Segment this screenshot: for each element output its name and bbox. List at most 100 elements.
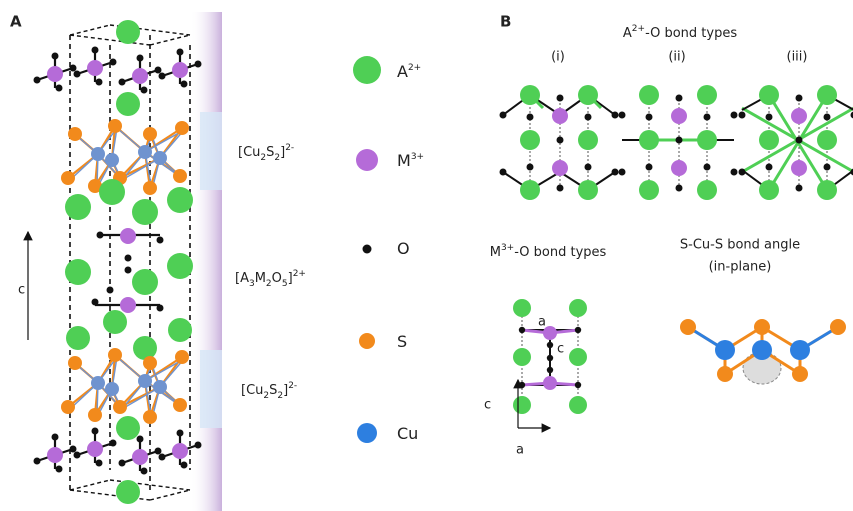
atom: [704, 164, 711, 171]
atom: [52, 53, 59, 60]
site-label: a: [538, 315, 546, 330]
atom: [612, 169, 619, 176]
atom: [87, 441, 103, 457]
text-part: -O bond types: [645, 26, 737, 41]
text-part: S: [266, 145, 274, 160]
atom: [105, 153, 119, 167]
atom: [70, 446, 77, 453]
text-part: S: [269, 383, 277, 398]
atom: [766, 114, 773, 121]
atom: [585, 164, 592, 171]
atom: [739, 112, 746, 119]
atom: [116, 480, 140, 504]
atom: [619, 169, 626, 176]
strip: [190, 12, 222, 511]
legend-label: O: [397, 239, 410, 258]
atom: [56, 466, 63, 473]
atom: [65, 259, 91, 285]
atom: [96, 460, 103, 467]
atom: [116, 20, 140, 44]
layer-label: [Cu2S2]2-: [238, 143, 294, 163]
atom: [500, 169, 507, 176]
atom: [547, 355, 553, 361]
atom: [796, 185, 803, 192]
atom: [717, 366, 733, 382]
panel-label: A: [10, 13, 22, 31]
atom: [796, 137, 803, 144]
atom: [552, 160, 568, 176]
atom: [697, 85, 717, 105]
atom: [143, 356, 157, 370]
atom: [363, 245, 372, 254]
atom: [177, 430, 184, 437]
panel-label: B: [500, 13, 511, 31]
type-label: (iii): [787, 50, 808, 65]
text-part: A: [397, 62, 408, 81]
atom: [141, 468, 148, 475]
atom: [97, 232, 104, 239]
atom: [91, 376, 105, 390]
atom: [578, 85, 598, 105]
atom: [87, 60, 103, 76]
text-part: M: [397, 151, 411, 170]
atom: [175, 350, 189, 364]
atom: [103, 310, 127, 334]
atom: [168, 318, 192, 342]
atom: [547, 342, 553, 348]
text-part: O: [397, 239, 410, 258]
cu-layer-band: [200, 350, 222, 428]
atom: [137, 436, 144, 443]
atom: [153, 380, 167, 394]
bond: [150, 35, 190, 45]
atom: [759, 85, 779, 105]
atom: [639, 85, 659, 105]
atom: [92, 299, 99, 306]
atom: [353, 56, 381, 84]
text-part: O: [272, 271, 282, 286]
atom: [141, 87, 148, 94]
atom: [520, 85, 540, 105]
legend-label: S: [397, 332, 407, 351]
atom: [739, 169, 746, 176]
text-part: M: [490, 245, 501, 260]
atom: [92, 428, 99, 435]
atom: [359, 333, 375, 349]
atom: [167, 187, 193, 213]
atom: [52, 434, 59, 441]
atom: [143, 127, 157, 141]
atom: [181, 462, 188, 469]
atom: [612, 112, 619, 119]
atom: [70, 65, 77, 72]
atom: [697, 130, 717, 150]
legend-label: M3+: [397, 151, 424, 170]
atom: [47, 447, 63, 463]
bond: [70, 480, 110, 490]
atom: [585, 114, 592, 121]
legend-label: Cu: [397, 424, 418, 443]
atom: [356, 149, 378, 171]
atom: [557, 137, 564, 144]
atom: [791, 108, 807, 124]
atom: [113, 400, 127, 414]
text-part: A: [623, 26, 632, 41]
atom: [519, 327, 525, 333]
atom: [569, 299, 587, 317]
atom: [120, 297, 136, 313]
atom: [157, 305, 164, 312]
superscript: 2-: [285, 143, 294, 153]
atom: [110, 59, 117, 66]
bond: [70, 25, 110, 35]
atom: [143, 410, 157, 424]
atom: [715, 340, 735, 360]
atom: [125, 267, 132, 274]
atom: [61, 400, 75, 414]
axis-label: a: [516, 443, 524, 458]
bond: [150, 490, 190, 500]
atom: [796, 95, 803, 102]
atom: [74, 71, 81, 78]
superscript: 2+: [408, 63, 421, 73]
atom: [759, 180, 779, 200]
atom: [157, 237, 164, 244]
text-part: M: [255, 271, 266, 286]
atom: [520, 130, 540, 150]
